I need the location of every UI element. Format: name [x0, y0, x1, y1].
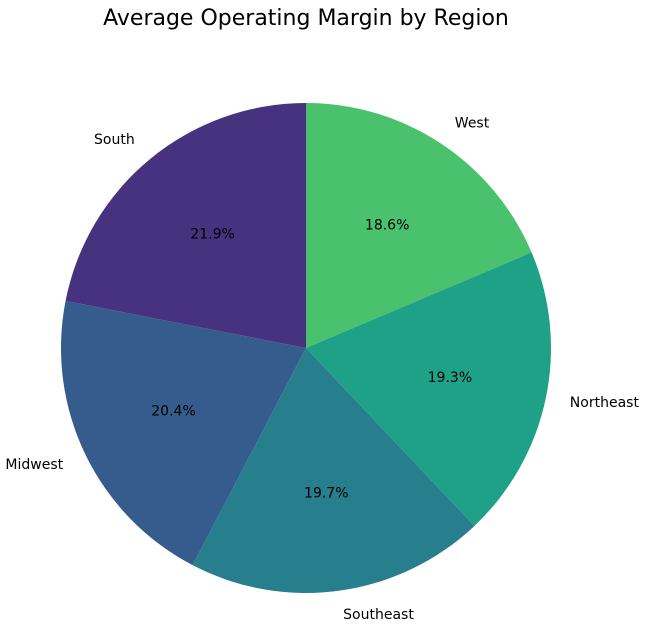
- pct-label-west: 18.6%: [365, 217, 409, 233]
- slice-label-south: South: [94, 132, 135, 148]
- pie-slice-west: [306, 103, 532, 348]
- slice-label-southeast: Southeast: [343, 607, 414, 623]
- pct-label-northeast: 19.3%: [428, 370, 472, 386]
- pie-slice-south: [65, 103, 306, 348]
- pie-slices: [61, 103, 551, 593]
- slice-label-midwest: Midwest: [5, 457, 63, 473]
- chart-title: Average Operating Margin by Region: [103, 6, 509, 31]
- pct-label-south: 21.9%: [190, 227, 234, 243]
- pie-slice-midwest: [61, 300, 307, 566]
- pie-labels: West 18.6% Northeast 19.3% Southeast 19.7% Mid…: [5, 115, 639, 623]
- pie-slice-northeast: [306, 252, 551, 526]
- pct-label-midwest: 20.4%: [151, 404, 195, 420]
- pct-label-southeast: 19.7%: [304, 486, 348, 502]
- pie-slice-southeast: [192, 348, 475, 593]
- slice-label-northeast: Northeast: [570, 395, 640, 411]
- slice-label-west: West: [455, 115, 490, 131]
